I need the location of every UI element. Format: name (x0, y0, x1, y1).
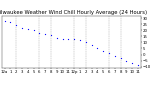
Point (38, 32, 41, 33)
Point (50, 34, 52, 36)
Point (67, 38, 70, 39)
Title: Milwaukee Weather Wind Chill Hourly Average (24 Hours): Milwaukee Weather Wind Chill Hourly Aver… (0, 10, 147, 15)
Point (15, 25, 17, 26)
Point (55, 37, 58, 38)
Point (79, 39, 81, 41)
Point (90, 44, 93, 46)
Point (3, 20, 6, 21)
Point (21, 27, 23, 29)
Point (108, 53, 110, 54)
Point (61, 38, 64, 39)
Point (44, 33, 46, 35)
Point (73, 38, 75, 39)
Point (9, 21, 12, 22)
Point (125, 60, 128, 61)
Point (26, 28, 29, 30)
Point (84, 42, 87, 43)
Point (102, 50, 104, 52)
Point (32, 29, 35, 31)
Point (131, 62, 133, 64)
Point (119, 57, 122, 59)
Point (113, 55, 116, 56)
Point (96, 48, 99, 49)
Point (137, 65, 139, 66)
